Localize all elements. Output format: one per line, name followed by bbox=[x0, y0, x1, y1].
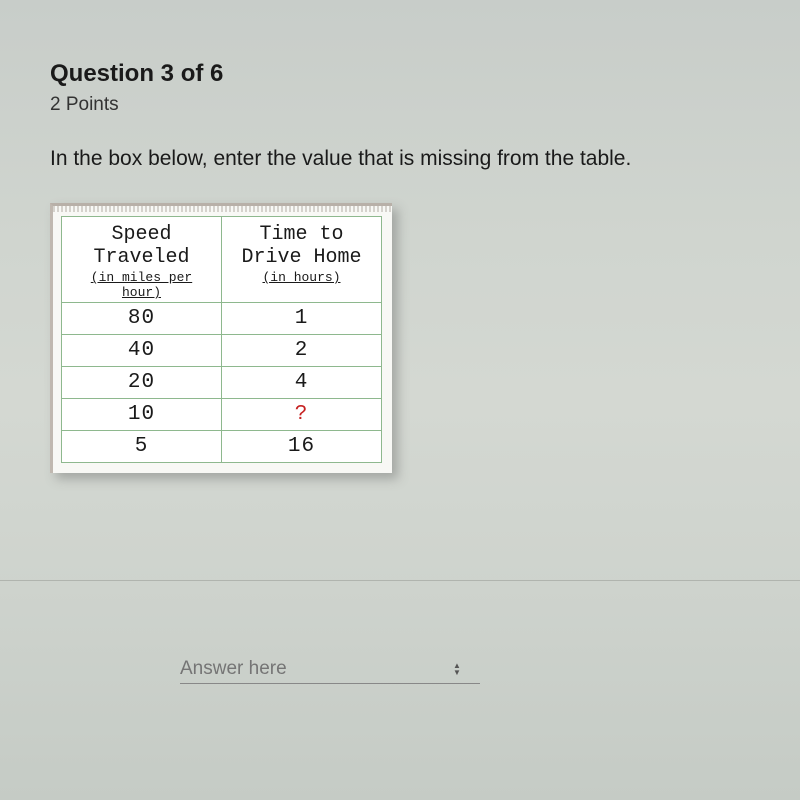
table-row: 20 4 bbox=[62, 367, 382, 399]
data-table: Speed Traveled (in miles per hour) Time … bbox=[61, 216, 382, 463]
question-title: Question 3 of 6 bbox=[50, 60, 750, 88]
stepper-down-icon[interactable]: ▼ bbox=[453, 669, 461, 676]
answer-input[interactable] bbox=[180, 658, 450, 680]
header-time-sub: (in hours) bbox=[232, 270, 371, 285]
cell-speed: 5 bbox=[62, 431, 222, 463]
answer-section: ▲ ▼ bbox=[50, 658, 750, 684]
cell-time-missing: ? bbox=[222, 399, 382, 431]
table-row: 40 2 bbox=[62, 335, 382, 367]
table-header-speed: Speed Traveled (in miles per hour) bbox=[62, 217, 222, 303]
cell-time: 16 bbox=[222, 431, 382, 463]
answer-input-wrap[interactable]: ▲ ▼ bbox=[180, 658, 480, 684]
cell-speed: 40 bbox=[62, 335, 222, 367]
quantity-stepper[interactable]: ▲ ▼ bbox=[450, 662, 464, 676]
cell-speed: 10 bbox=[62, 399, 222, 431]
table-row: 80 1 bbox=[62, 303, 382, 335]
table-body: 80 1 40 2 20 4 10 ? 5 16 bbox=[62, 303, 382, 463]
table-row: 10 ? bbox=[62, 399, 382, 431]
question-points: 2 Points bbox=[50, 94, 750, 116]
cell-speed: 20 bbox=[62, 367, 222, 399]
question-prompt: In the box below, enter the value that i… bbox=[50, 144, 750, 173]
table-row: 5 16 bbox=[62, 431, 382, 463]
header-speed-sub: (in miles per hour) bbox=[72, 270, 211, 300]
data-table-wrapper: Speed Traveled (in miles per hour) Time … bbox=[50, 203, 392, 473]
section-divider bbox=[0, 580, 800, 581]
cell-time: 4 bbox=[222, 367, 382, 399]
table-header-time: Time to Drive Home (in hours) bbox=[222, 217, 382, 303]
cell-time: 2 bbox=[222, 335, 382, 367]
cell-time: 1 bbox=[222, 303, 382, 335]
cell-speed: 80 bbox=[62, 303, 222, 335]
header-time-main: Time to Drive Home bbox=[232, 223, 371, 269]
header-speed-main: Speed Traveled bbox=[72, 223, 211, 269]
